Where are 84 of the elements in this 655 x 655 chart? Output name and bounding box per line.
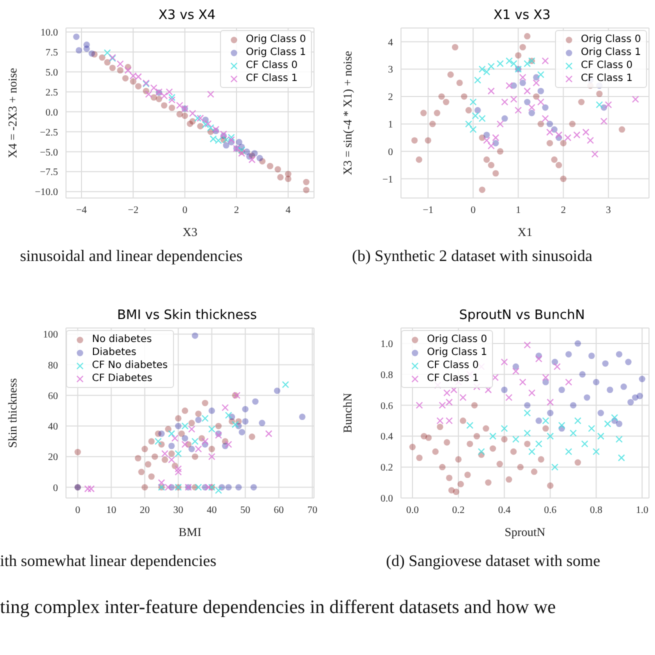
- chart-title: SproutN vs BunchN: [458, 308, 586, 323]
- y-tick-label: 0.0: [380, 494, 393, 505]
- y-tick-label: 10.0: [40, 28, 58, 39]
- legend-label: Orig Class 0: [427, 333, 488, 346]
- x-tick-label: 3: [606, 205, 611, 216]
- y-axis-title: BunchN: [340, 392, 354, 433]
- x-tick-label: 0.0: [406, 505, 419, 516]
- text: sinusoidal and linear dependencies: [20, 248, 243, 266]
- x-tick-label: −1: [422, 205, 434, 216]
- y-tick-label: 0.6: [380, 400, 393, 412]
- y-tick-label: 2.5: [46, 87, 58, 98]
- x-axis-title: X3: [182, 225, 198, 239]
- y-tick-label: 20: [48, 452, 58, 464]
- y-tick-label: 80: [48, 360, 58, 372]
- x-tick-label: 70: [307, 505, 318, 516]
- x-tick-label: 20: [140, 505, 150, 516]
- y-tick-label: 0.0: [46, 107, 58, 118]
- legend-label: CF Class 1: [427, 372, 479, 385]
- y-tick-label: −5.0: [40, 147, 58, 158]
- chart-title: X1 vs X3: [492, 8, 552, 23]
- legend-label: Orig Class 0: [246, 33, 306, 46]
- y-tick-label: 0.8: [380, 370, 393, 381]
- y-tick-label: 60: [48, 390, 58, 402]
- legend-label: CF No diabetes: [92, 359, 168, 372]
- x-tick-label: 2: [234, 205, 239, 216]
- y-tick-label: −7.5: [40, 167, 58, 178]
- y-tick-label: 5.0: [46, 67, 58, 78]
- legend-label: Orig Class 1: [246, 46, 306, 59]
- text: ith somewhat linear dependencies: [0, 553, 216, 571]
- y-tick-label: −1: [382, 174, 393, 186]
- legend-label: Orig Class 1: [427, 346, 488, 359]
- y-tick-label: 0.4: [380, 432, 393, 443]
- y-axis-title: Skin thickness: [5, 378, 20, 448]
- x-tick-label: 0.4: [498, 505, 511, 516]
- y-tick-label: 0.2: [380, 462, 393, 474]
- y-tick-label: −10.0: [34, 187, 58, 198]
- text: (d) Sangiovese dataset with some: [386, 553, 600, 571]
- text: (b) Synthetic 2 dataset with sinusoida: [352, 248, 592, 266]
- x-tick-label: 4: [286, 205, 291, 216]
- y-tick-label: 7.5: [46, 47, 58, 58]
- y-tick-label: 0: [53, 482, 58, 494]
- x-tick-label: 0: [470, 205, 476, 216]
- y-tick-label: 100: [43, 330, 58, 341]
- chart-title: X3 vs X4: [157, 8, 217, 23]
- text: ting complex inter-feature dependencies in different datasets and how we: [0, 597, 556, 619]
- x-tick-label: 50: [240, 505, 250, 516]
- legend-label: CF Class 1: [580, 72, 633, 85]
- y-tick-label: 1.0: [380, 339, 393, 350]
- legend-label: CF Class 0: [427, 359, 479, 372]
- legend-label: Orig Class 1: [580, 46, 641, 59]
- y-tick-label: 3: [388, 64, 393, 76]
- x-tick-label: 10: [106, 505, 116, 516]
- x-tick-label: 1: [516, 205, 521, 216]
- x-tick-label: 0: [182, 205, 188, 216]
- y-tick-label: 2: [388, 92, 393, 104]
- x-tick-label: −4: [76, 205, 87, 216]
- y-axis-title: X4 = -2X3 + noise: [5, 68, 20, 158]
- y-tick-label: 0: [388, 146, 393, 158]
- x-tick-label: 60: [274, 505, 284, 516]
- x-tick-label: 1.0: [636, 505, 648, 516]
- x-tick-label: 2: [560, 205, 566, 216]
- legend-label: Diabetes: [92, 346, 136, 359]
- y-tick-label: 1: [388, 120, 393, 131]
- legend-label: Orig Class 0: [580, 33, 641, 46]
- x-axis-title: BMI: [178, 525, 202, 539]
- x-tick-label: −2: [128, 205, 138, 216]
- x-tick-label: 0.8: [590, 505, 602, 516]
- x-axis-title: SproutN: [504, 525, 546, 539]
- x-tick-label: 40: [206, 505, 217, 516]
- x-tick-label: 0.6: [544, 505, 557, 516]
- x-tick-label: 30: [173, 505, 184, 516]
- chart-title: BMI vs Skin thickness: [116, 308, 258, 323]
- legend-label: CF Diabetes: [92, 372, 152, 385]
- y-tick-label: −2.5: [40, 127, 58, 138]
- legend-label: CF Class 1: [246, 72, 298, 85]
- x-tick-label: 0.2: [452, 505, 465, 516]
- y-axis-title: X3 = sin(-4 * X1) + noise: [340, 50, 354, 176]
- x-axis-title: X1: [518, 225, 532, 239]
- legend-label: No diabetes: [92, 333, 152, 346]
- legend-label: CF Class 0: [580, 59, 633, 72]
- x-tick-label: 0: [75, 505, 80, 516]
- legend-label: CF Class 0: [246, 59, 298, 72]
- y-tick-label: 40: [48, 422, 58, 433]
- y-tick-label: 4: [388, 37, 393, 48]
